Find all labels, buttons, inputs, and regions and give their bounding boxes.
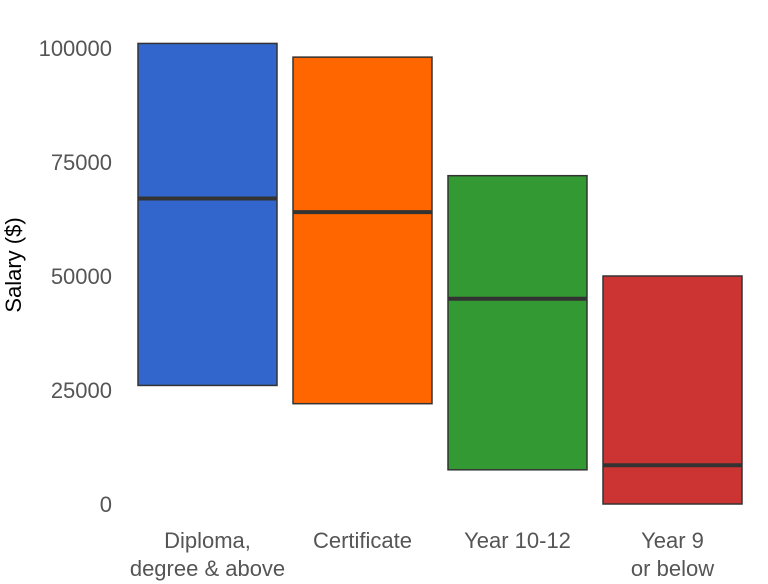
y-tick-label: 0 [100,492,112,517]
x-tick-label: Diploma, [164,528,251,553]
x-tick-label: Certificate [313,528,412,553]
y-axis: 0 25000 50000 75000 100000 [39,36,112,517]
x-tick-label: degree & above [130,556,285,581]
crossbar-box [602,275,743,505]
y-axis-title: Salary ($) [1,217,26,312]
x-axis: Diploma, degree & above Certificate Year 10… [130,528,714,581]
x-tick-label: Year 9 [641,528,704,553]
crossbar-box [447,174,588,471]
y-tick-label: 75000 [51,150,112,175]
crossbars [137,42,743,505]
y-tick-label: 25000 [51,378,112,403]
x-tick-label: or below [631,556,714,581]
x-tick-label: Year 10-12 [464,528,571,553]
y-tick-label: 100000 [39,36,112,61]
crossbar-box [292,56,433,405]
y-tick-label: 50000 [51,264,112,289]
crossbar-box [137,42,278,387]
